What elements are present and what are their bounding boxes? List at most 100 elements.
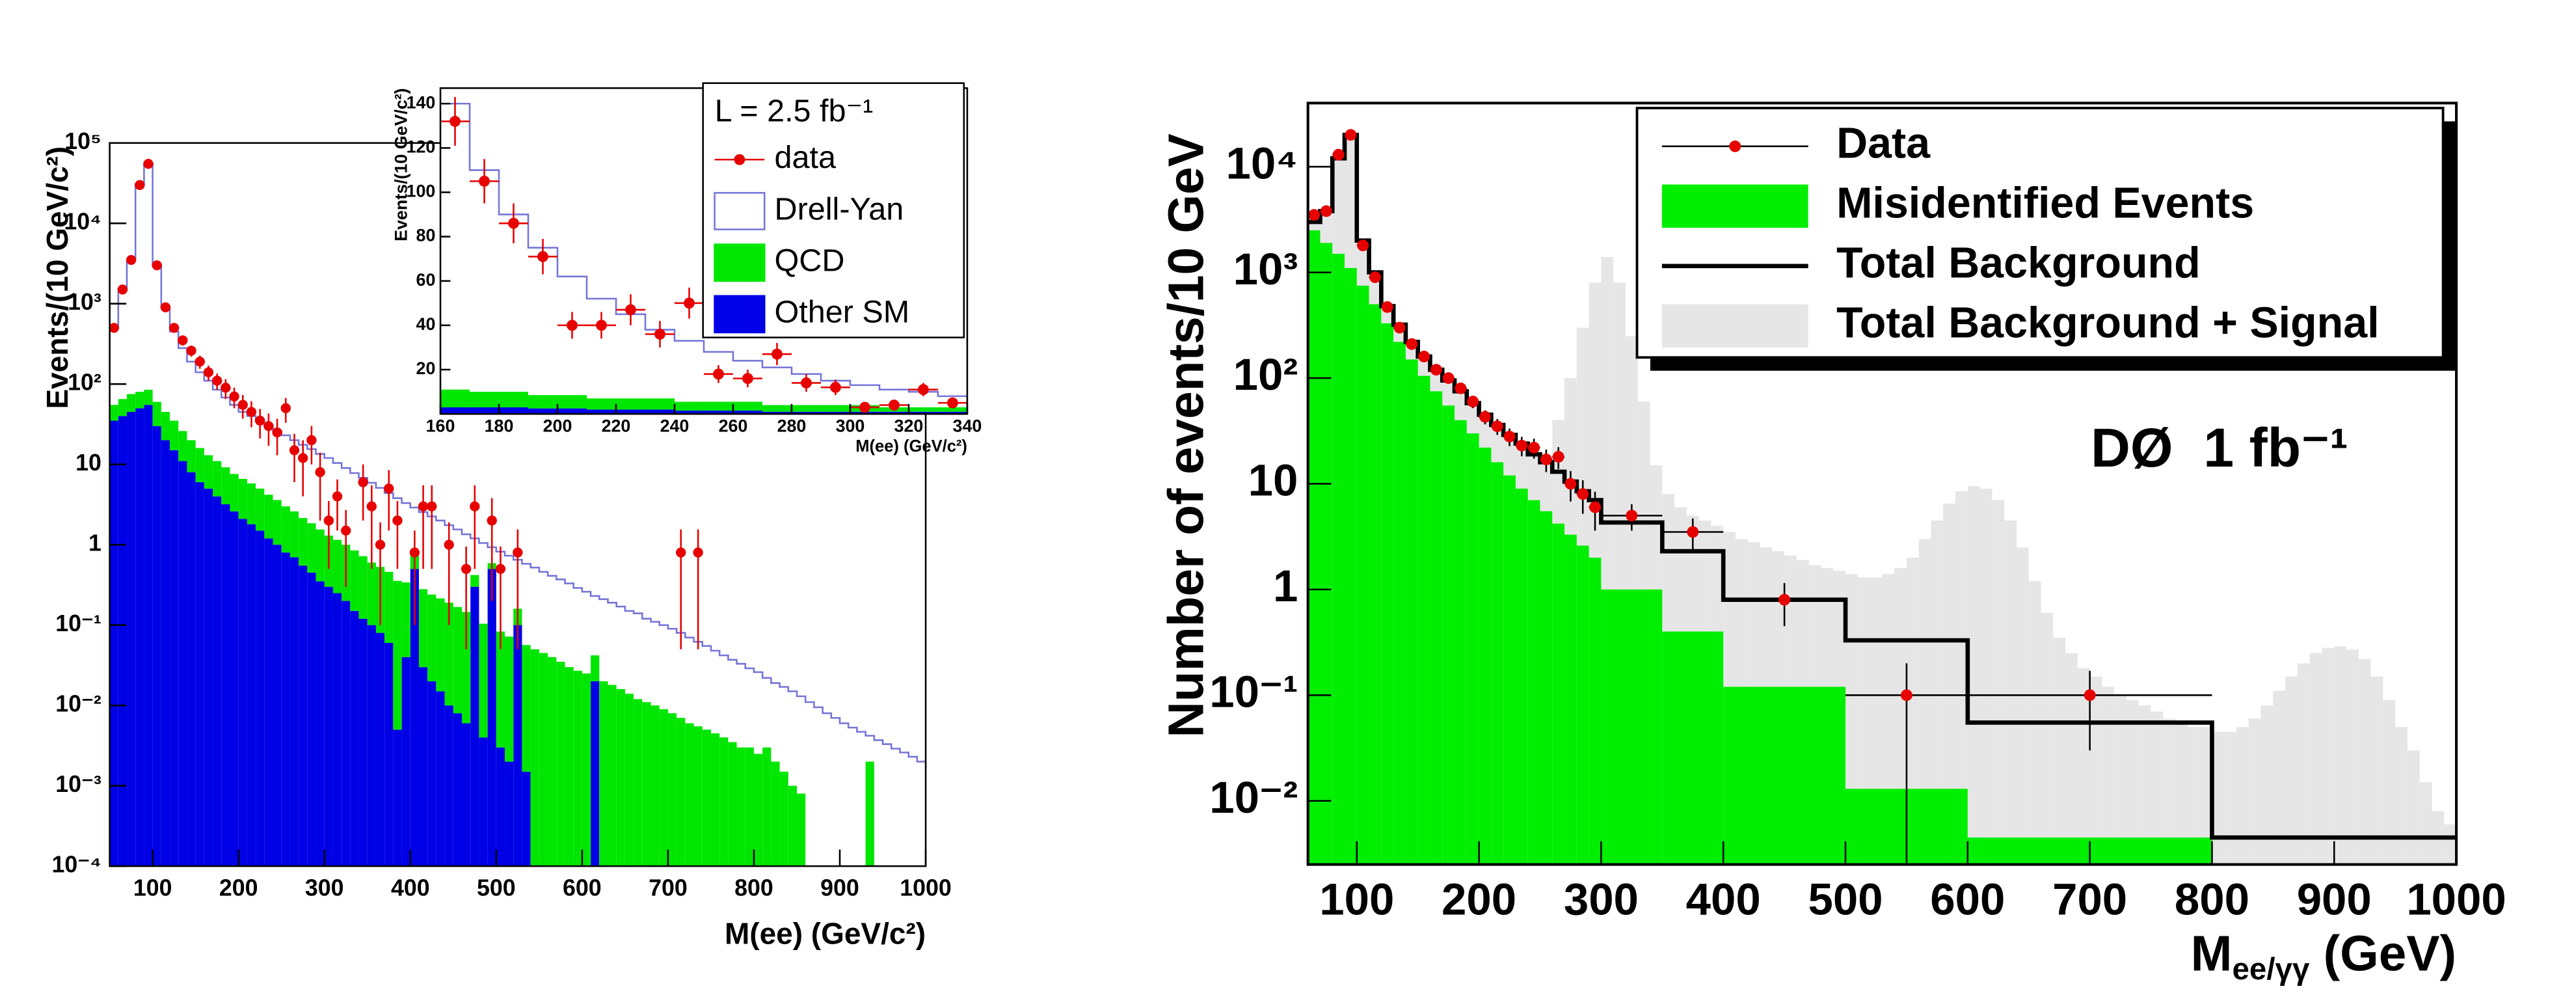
data-point (654, 329, 665, 340)
histogram-bar (528, 395, 558, 409)
y-tick-label: 120 (407, 137, 436, 156)
histogram-bar (170, 450, 179, 867)
data-point (1516, 439, 1528, 452)
data-point (1418, 350, 1430, 362)
histogram-bar (736, 747, 745, 867)
histogram-bar (444, 603, 453, 706)
histogram-bar (719, 737, 729, 867)
histogram-bar (1515, 488, 1528, 865)
histogram-bar (2370, 676, 2383, 865)
histogram-bar (685, 723, 694, 867)
histogram-bar (161, 411, 170, 441)
histogram-bar (273, 545, 282, 867)
x-axis-label-part: ee/γγ (2233, 952, 2310, 986)
histogram-bar (937, 407, 967, 412)
data-point (109, 323, 119, 333)
histogram-bar (624, 694, 634, 867)
histogram-bar (591, 655, 600, 681)
legend-swatch (1661, 184, 1808, 228)
histogram-bar (127, 411, 136, 867)
histogram-bar (530, 649, 539, 867)
histogram-bar (1906, 557, 1919, 865)
histogram-bar (178, 431, 187, 461)
histogram-bar (213, 496, 222, 867)
histogram-bar (332, 593, 342, 867)
histogram-bar (1589, 557, 1602, 865)
y-tick-label: 140 (407, 92, 436, 112)
histogram-bar (496, 747, 505, 867)
data-point (298, 453, 308, 463)
histogram-bar (1405, 359, 1418, 865)
histogram-bar (109, 405, 118, 421)
histogram-bar (2077, 668, 2090, 865)
histogram-bar (256, 488, 265, 531)
histogram-bar (1552, 523, 1565, 865)
data-point (212, 375, 222, 386)
data-point (537, 251, 548, 262)
histogram-bar (556, 661, 565, 867)
legend-marker (734, 154, 745, 165)
legend-label: Total Background + Signal (1836, 299, 2380, 347)
x-tick-label: 900 (2297, 874, 2372, 924)
x-tick-label: 320 (894, 416, 924, 436)
legend-label: Other SM (775, 295, 910, 330)
histogram-bar (1430, 391, 1443, 865)
histogram-bar (1308, 230, 1321, 865)
histogram-bar (109, 420, 118, 867)
histogram-bar (762, 411, 792, 415)
legend-label: Misidentified Events (1836, 179, 2254, 227)
histogram-bar (779, 771, 788, 867)
histogram-bar (470, 575, 479, 587)
x-tick-label: 600 (1930, 874, 2005, 924)
y-tick-label: 1 (1273, 561, 1298, 611)
data-point (1479, 411, 1491, 423)
histogram-bar (178, 461, 187, 867)
histogram-bar (462, 723, 471, 867)
annotation: DØ 1 fb⁻¹ (2091, 417, 2348, 478)
histogram-bar (634, 699, 643, 867)
histogram-bar (453, 606, 463, 714)
histogram-bar (499, 392, 529, 407)
histogram-bar (599, 681, 608, 867)
data-point (625, 304, 636, 316)
x-axis-label: M(ee) (GeV/c²) (725, 917, 926, 951)
data-point (513, 547, 523, 558)
data-point (1393, 321, 1406, 334)
data-point (178, 335, 188, 346)
data-point (1528, 441, 1540, 454)
histogram-bar (195, 482, 204, 867)
histogram-bar (820, 405, 850, 412)
data-point (487, 515, 497, 526)
data-point (246, 407, 257, 417)
data-point (306, 435, 317, 446)
histogram-bar (2102, 687, 2115, 865)
histogram-bar (703, 411, 733, 415)
histogram-bar (651, 705, 660, 867)
data-point (444, 539, 454, 550)
histogram-bar (281, 506, 290, 553)
data-point (272, 427, 282, 438)
histogram-bar (444, 705, 453, 867)
histogram-bar (315, 529, 325, 582)
data-point (1345, 129, 1357, 141)
histogram-bar (645, 409, 675, 415)
histogram-bar (522, 645, 531, 772)
histogram-bar (820, 411, 850, 415)
histogram-bar (436, 691, 445, 867)
x-tick-label: 180 (485, 416, 514, 436)
y-tick-label: 10³ (68, 289, 101, 315)
histogram-bar (2407, 750, 2420, 865)
histogram-bar (462, 612, 471, 724)
data-point (143, 159, 154, 169)
histogram-bar (582, 673, 591, 867)
histogram-bar (470, 392, 500, 407)
histogram-bar (677, 718, 686, 867)
histogram-bar (565, 667, 574, 867)
y-tick-label: 10⁵ (64, 128, 101, 154)
histogram-bar (615, 409, 645, 415)
histogram-bar (453, 713, 463, 867)
histogram-bar (213, 461, 222, 496)
data-point (168, 323, 180, 333)
histogram-bar (324, 586, 333, 867)
legend-label: Data (1836, 119, 1931, 167)
